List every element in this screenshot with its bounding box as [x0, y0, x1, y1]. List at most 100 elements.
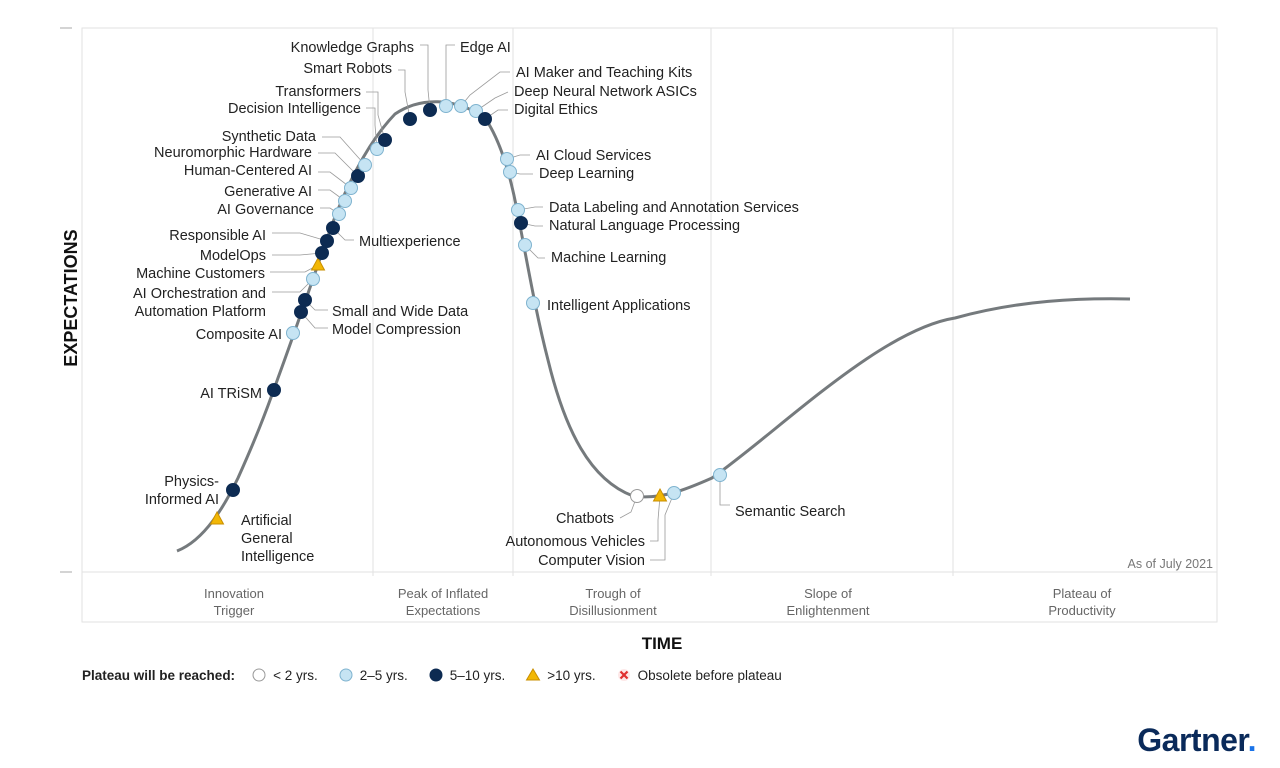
label-chatbots: Chatbots [556, 511, 614, 527]
marker-intelligent-applications [526, 296, 540, 310]
phase-label-peak-1: Peak of Inflated [398, 586, 488, 601]
marker-generative-ai [338, 194, 352, 208]
label-computer-vision: Computer Vision [538, 553, 645, 569]
triangle-yellow-icon [525, 668, 541, 681]
marker-ai-trism [267, 383, 281, 397]
marker-responsible-ai [320, 234, 334, 248]
marker-decision-intelligence [370, 142, 384, 156]
label-semantic-search: Semantic Search [735, 504, 845, 520]
legend-item-5to10: 5–10 yrs. [428, 667, 506, 683]
legend-label: 5–10 yrs. [449, 667, 506, 683]
data-markers [209, 99, 727, 525]
legend-item-2to5: 2–5 yrs. [338, 668, 408, 683]
label-ai-orchestration-and-automation-platform: AI Orchestration and Automation Platform [133, 286, 266, 320]
leader-line-semantic-search [719, 475, 730, 506]
leader-line-responsible-ai [272, 232, 328, 242]
marker-machine-learning [518, 238, 532, 252]
label-autonomous-vehicles: Autonomous Vehicles [506, 534, 645, 550]
legend-item-gt10: >10 yrs. [525, 667, 596, 683]
marker-natural-language-processing [514, 216, 528, 230]
marker-synthetic-data [358, 158, 372, 172]
label-leaders [270, 44, 730, 561]
leader-line-smart-robots [398, 69, 411, 120]
leader-line-machine-customers [270, 264, 319, 273]
legend: Plateau will be reached: < 2 yrs. 2–5 yr… [82, 666, 802, 684]
leader-line-modelops [272, 252, 323, 256]
label-knowledge-graphs: Knowledge Graphs [291, 40, 414, 56]
phase-band [81, 571, 1218, 623]
label-physics-informed-ai: Physics-Informed AI [145, 474, 219, 508]
marker-artificial-general-intelligence [209, 510, 225, 525]
marker-multiexperience [326, 221, 340, 235]
phase-label-plateau-1: Plateau of [1053, 586, 1112, 601]
leader-line-computer-vision [650, 492, 675, 561]
legend-label: 2–5 yrs. [359, 667, 408, 683]
circle-navy-icon [429, 668, 443, 682]
marker-ai-orchestration-and-automation-platform [306, 272, 320, 286]
y-axis-label: EXPECTATIONS [61, 229, 81, 366]
leader-line-synthetic-data [322, 136, 366, 166]
phase-label-trough-2: Disillusionment [569, 603, 657, 618]
marker-autonomous-vehicles [652, 487, 668, 502]
leader-line-model-compression [300, 311, 328, 329]
label-model-compression: Model Compression [332, 322, 461, 338]
label-natural-language-processing: Natural Language Processing [549, 218, 740, 234]
phase-label-peak-2: Expectations [406, 603, 481, 618]
phase-label-innovation-1: Innovation [204, 586, 264, 601]
label-smart-robots: Smart Robots [303, 61, 392, 77]
label-deep-neural-network-asics: Deep Neural Network ASICs [514, 84, 697, 100]
data-labels: Artificial General Intelligence Physics-Inf… [133, 40, 845, 569]
label-modelops: ModelOps [200, 248, 266, 264]
label-machine-learning: Machine Learning [551, 250, 666, 266]
marker-composite-ai [286, 326, 300, 340]
marker-neuromorphic-hardware [351, 169, 365, 183]
label-digital-ethics: Digital Ethics [514, 102, 598, 118]
legend-label: < 2 yrs. [273, 667, 318, 683]
as-of-note: As of July 2021 [1128, 557, 1214, 571]
legend-label: >10 yrs. [547, 667, 596, 683]
marker-small-and-wide-data [298, 293, 312, 307]
marker-chatbots [630, 489, 644, 503]
leader-line-knowledge-graphs [420, 44, 431, 111]
gartner-logo: Gartner. [1137, 722, 1256, 759]
marker-ai-cloud-services [500, 152, 514, 166]
marker-deep-learning [503, 165, 517, 179]
marker-computer-vision [667, 486, 681, 500]
label-ai-trism: AI TRiSM [200, 386, 262, 402]
marker-model-compression [294, 305, 308, 319]
phase-label-slope-2: Enlightenment [786, 603, 869, 618]
marker-physics-informed-ai [226, 483, 240, 497]
marker-knowledge-graphs [423, 103, 437, 117]
label-data-labeling-and-annotation-services: Data Labeling and Annotation Services [549, 200, 799, 216]
label-generative-ai: Generative AI [224, 184, 312, 200]
phase-label-innovation-2: Trigger [214, 603, 255, 618]
marker-ai-maker-and-teaching-kits [454, 99, 468, 113]
label-composite-ai: Composite AI [196, 327, 282, 343]
x-axis-label: TIME [642, 634, 683, 653]
label-ai-governance: AI Governance [217, 202, 314, 218]
phase-label-plateau-2: Productivity [1048, 603, 1116, 618]
phase-labels: Innovation Trigger Peak of Inflated Expe… [204, 586, 1116, 618]
label-transformers: Transformers [275, 84, 361, 100]
label-ai-maker-and-teaching-kits: AI Maker and Teaching Kits [516, 65, 692, 81]
hype-curve [176, 100, 1131, 553]
leader-line-edge-ai [445, 44, 455, 106]
label-multiexperience: Multiexperience [359, 234, 461, 250]
leader-line-autonomous-vehicles [650, 495, 661, 542]
label-machine-customers: Machine Customers [136, 266, 265, 282]
leader-line-ai-maker-and-teaching-kits [460, 71, 510, 107]
legend-label: Obsolete before plateau [637, 667, 782, 683]
phase-label-slope-1: Slope of [804, 586, 852, 601]
label-neuromorphic-hardware: Neuromorphic Hardware [154, 145, 312, 161]
x-red-icon [617, 669, 630, 681]
leader-line-human-centered-ai [318, 171, 352, 189]
leader-line-deep-neural-network-asics [475, 91, 509, 112]
label-small-and-wide-data: Small and Wide Data [332, 304, 469, 320]
marker-human-centered-ai [344, 181, 358, 195]
circle-white-icon [252, 668, 266, 682]
legend-item-lt2: < 2 yrs. [251, 668, 318, 683]
leader-line-neuromorphic-hardware [318, 152, 359, 177]
circle-lightblue-icon [339, 668, 353, 682]
hype-cycle-chart: EXPECTATIONS TIME As of July 2021 Innova… [60, 27, 1218, 653]
logo-dot: . [1247, 722, 1257, 758]
